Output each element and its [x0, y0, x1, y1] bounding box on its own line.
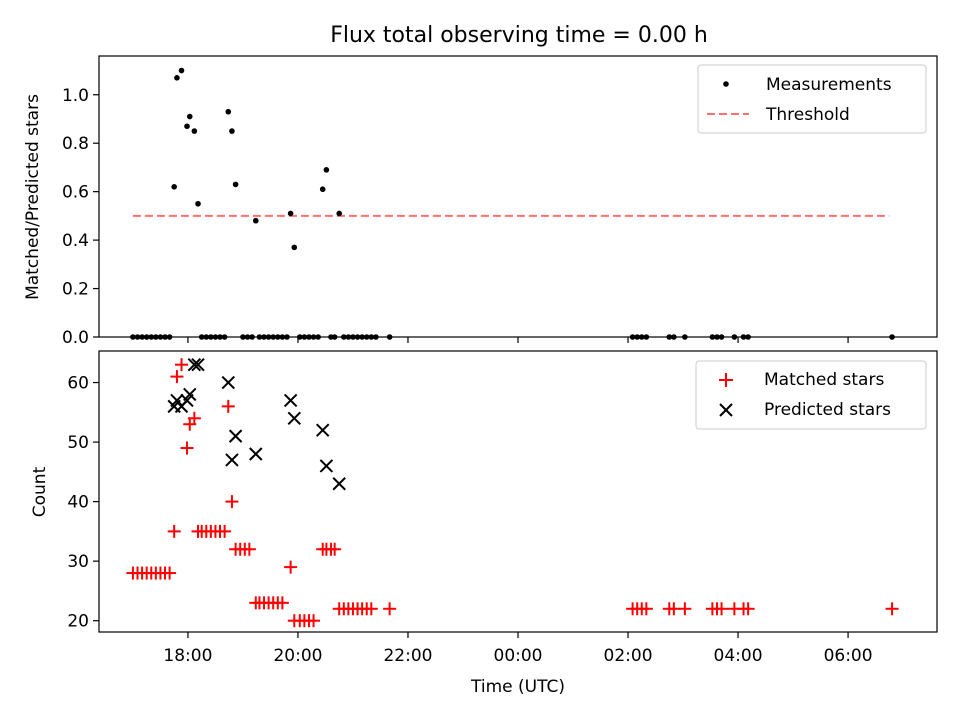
- matched-star-marker: [163, 566, 177, 580]
- matched-star-marker: [175, 358, 189, 372]
- y-tick-label: 1.0: [62, 86, 89, 106]
- predicted-star-marker: [287, 411, 301, 425]
- legend-measurements-marker: [723, 81, 729, 87]
- top-y-axis-label: Matched/Predicted stars: [23, 94, 43, 300]
- matched-star-marker: [180, 441, 194, 455]
- y-tick-label: 0.0: [62, 328, 89, 348]
- legend-measurements-label: Measurements: [766, 75, 892, 95]
- measurement-point: [323, 167, 330, 173]
- top-y-axis-ticks: 0.0 0.2 0.4 0.6 0.8 1.0: [62, 86, 99, 348]
- legend-threshold-label: Threshold: [765, 105, 850, 125]
- measurement-point: [229, 128, 235, 134]
- predicted-star-marker: [183, 387, 197, 402]
- matched-star-marker: [221, 399, 235, 413]
- y-tick-label: 0.8: [62, 134, 89, 154]
- bottom-x-axis-ticks: 18:00 20:00 22:00 00:00 02:00 04:00 06:00: [163, 632, 873, 666]
- measurement-point: [186, 113, 193, 120]
- measurement-point: [191, 128, 198, 134]
- measurement-point: [232, 181, 239, 188]
- measurement-point: [178, 67, 185, 74]
- predicted-star-marker: [316, 423, 330, 437]
- top-legend-box: [697, 64, 927, 134]
- matched-star-marker: [715, 602, 729, 616]
- matched-star-marker: [741, 602, 755, 616]
- legend-matched-label: Matched stars: [764, 370, 884, 390]
- y-tick-label: 0.4: [62, 231, 89, 251]
- bottom-chart-panel: 20 30 40 50 60 18:00 20:00 22:00 00:00 02:00 04:0…: [30, 350, 938, 697]
- measurement-point: [225, 108, 232, 115]
- y-tick-label: 50: [67, 433, 89, 453]
- chart-title: Flux total observing time = 0.00 h: [330, 23, 708, 48]
- legend-predicted-label: Predicted stars: [764, 400, 891, 420]
- matched-star-marker: [275, 596, 289, 610]
- measurement-point: [174, 75, 180, 81]
- matched-star-marker: [667, 602, 681, 616]
- y-tick-label: 60: [67, 374, 89, 394]
- predicted-star-marker: [187, 357, 202, 372]
- x-tick-label: 04:00: [714, 646, 763, 666]
- matched-star-marker: [218, 524, 232, 538]
- matched-star-marker: [885, 602, 899, 616]
- x-tick-label: 06:00: [824, 646, 873, 666]
- measurement-point: [171, 184, 177, 190]
- predicted-star-marker: [191, 357, 205, 372]
- y-tick-label: 0.2: [62, 280, 89, 300]
- matched-star-marker: [383, 602, 397, 616]
- bottom-x-axis-label: Time (UTC): [470, 677, 565, 697]
- matched-star-marker: [678, 602, 692, 616]
- predicted-star-marker: [332, 477, 346, 491]
- matched-star-marker: [364, 602, 378, 616]
- predicted-star-marker: [283, 393, 298, 408]
- y-tick-label: 40: [67, 493, 89, 513]
- legend-matched-marker: [719, 373, 733, 387]
- measurement-point: [252, 217, 259, 224]
- legend-predicted-marker: [719, 403, 733, 417]
- bottom-y-axis-label: Count: [30, 466, 50, 517]
- bottom-legend: Matched stars Predicted stars: [695, 360, 927, 430]
- x-tick-label: 18:00: [163, 646, 212, 666]
- top-x-axis-ticks: [187, 337, 849, 343]
- x-tick-label: 00:00: [494, 646, 543, 666]
- y-tick-label: 0.6: [62, 183, 89, 203]
- measurement-point: [336, 210, 343, 217]
- measurement-point: [195, 200, 201, 207]
- top-legend: Measurements Threshold: [697, 64, 927, 134]
- bottom-chart-marks: [126, 357, 899, 628]
- predicted-star-marker: [249, 447, 263, 461]
- matched-star-marker: [639, 602, 653, 616]
- predicted-star-marker: [221, 375, 235, 390]
- matched-star-marker: [328, 542, 342, 556]
- matched-star-marker: [167, 524, 181, 538]
- measurement-point: [184, 123, 190, 130]
- x-tick-label: 02:00: [604, 646, 653, 666]
- matched-star-marker: [307, 614, 321, 628]
- predicted-star-marker: [225, 453, 239, 467]
- measurement-point: [291, 244, 298, 251]
- y-tick-label: 30: [67, 552, 89, 572]
- predicted-star-marker: [319, 459, 334, 473]
- predicted-star-marker: [228, 429, 243, 443]
- x-tick-label: 22:00: [383, 646, 432, 666]
- matched-star-marker: [284, 560, 298, 574]
- matched-star-marker: [225, 495, 239, 509]
- measurement-point: [319, 186, 326, 193]
- top-chart-panel: Flux total observing time = 0.00 h 0.00.…: [23, 23, 938, 348]
- bottom-y-axis-ticks: 20 30 40 50 60: [67, 374, 99, 632]
- matched-star-marker: [187, 411, 201, 425]
- x-tick-label: 20:00: [273, 646, 322, 666]
- measurement-point: [287, 210, 294, 217]
- matched-star-marker: [170, 370, 184, 384]
- y-tick-label: 20: [67, 612, 89, 632]
- matched-star-marker: [242, 542, 256, 556]
- bottom-legend-box: [695, 360, 927, 430]
